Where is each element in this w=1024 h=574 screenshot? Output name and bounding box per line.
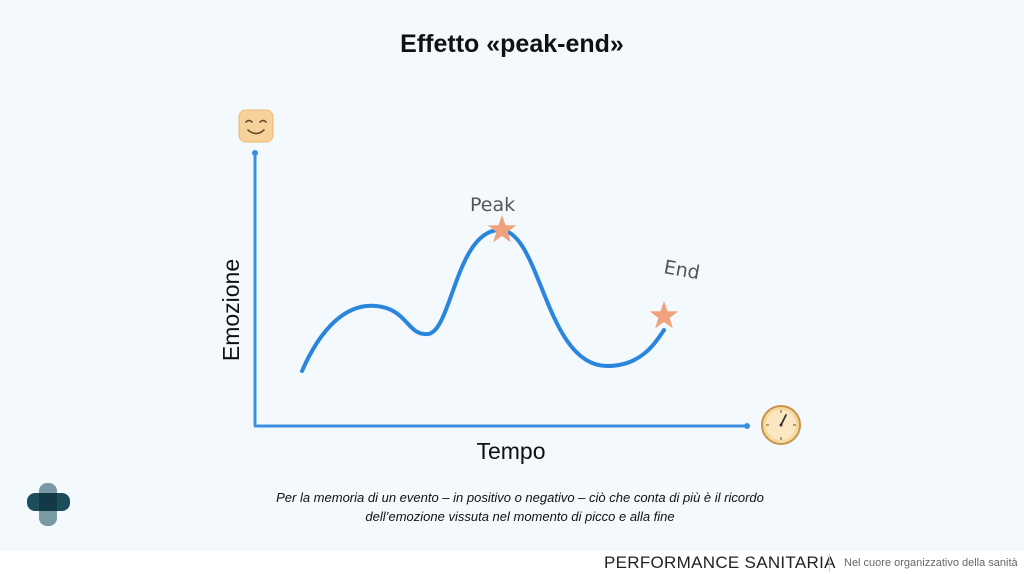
caption-line-1: Per la memoria di un evento – in positiv… bbox=[276, 490, 764, 505]
brand-name: PERFORMANCE SANITARIA bbox=[604, 553, 836, 572]
peak-label: Peak bbox=[470, 194, 515, 216]
y-axis-end-dot bbox=[252, 150, 258, 156]
footer-divider bbox=[829, 554, 830, 572]
end-label: End bbox=[662, 256, 701, 284]
peak-end-diagram: Peak End Emozione Tempo bbox=[27, 109, 801, 526]
brand-tagline: Nel cuore organizzativo della sanità bbox=[844, 557, 1018, 569]
clock-icon bbox=[761, 405, 801, 445]
caption-line-2: dell’emozione vissuta nel momento di pic… bbox=[365, 509, 675, 524]
end-star-icon bbox=[649, 301, 679, 329]
smiling-face-icon bbox=[238, 109, 274, 143]
y-axis-label: Emozione bbox=[218, 259, 244, 361]
medical-cross-logo-icon bbox=[27, 483, 70, 526]
x-axis-end-dot bbox=[744, 423, 750, 429]
caption: Per la memoria di un evento – in positiv… bbox=[200, 488, 840, 526]
peak-star-icon bbox=[487, 215, 517, 243]
slide: Effetto «peak-end» Peak End Emozione Tem… bbox=[0, 0, 1024, 551]
slide-title: Effetto «peak-end» bbox=[400, 30, 624, 58]
emotion-curve bbox=[300, 227, 666, 373]
footer: PERFORMANCE SANITARIA Nel cuore organizz… bbox=[0, 551, 1024, 574]
x-axis-label: Tempo bbox=[476, 438, 545, 464]
